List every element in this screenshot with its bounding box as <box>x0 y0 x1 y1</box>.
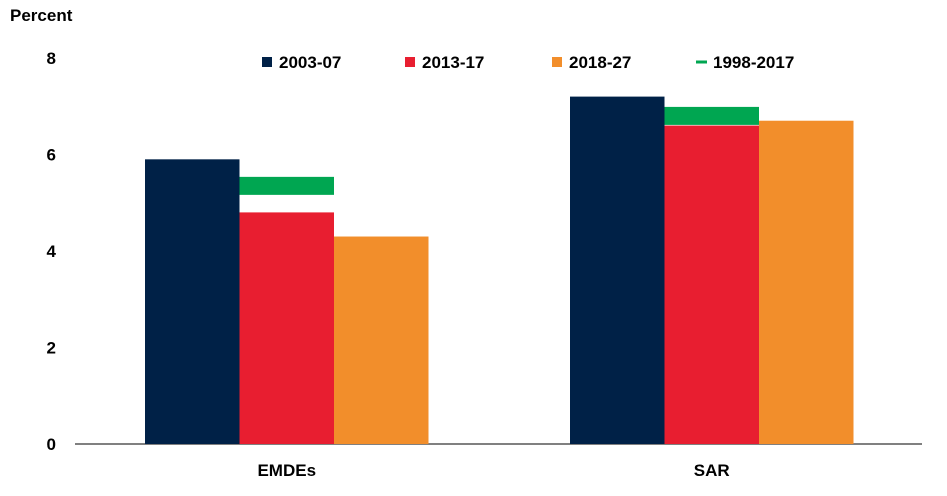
bar-2018-27 <box>759 120 854 444</box>
legend-swatch <box>405 57 415 67</box>
legend-label: 2018-27 <box>569 53 631 72</box>
x-category-label: EMDEs <box>257 461 316 480</box>
bar-2003-07 <box>570 96 665 444</box>
legend-label: 2013-17 <box>422 53 484 72</box>
legend-swatch <box>696 60 707 64</box>
bar-2013-17 <box>239 212 334 444</box>
bar-2003-07 <box>145 159 240 444</box>
x-category-label: SAR <box>694 461 730 480</box>
legend-swatch <box>262 57 272 67</box>
marker-1998-2017 <box>664 106 759 125</box>
legend-label: 1998-2017 <box>713 53 794 72</box>
marker-1998-2017 <box>239 176 334 195</box>
bar-2013-17 <box>664 125 759 445</box>
y-tick-label: 0 <box>47 435 56 454</box>
y-tick-label: 2 <box>47 339 56 358</box>
legend-label: 2003-07 <box>279 53 341 72</box>
y-tick-label: 4 <box>47 242 57 261</box>
y-axis-label: Percent <box>10 6 73 25</box>
bar-2018-27 <box>334 236 429 444</box>
legend-swatch <box>552 57 562 67</box>
y-tick-label: 6 <box>47 146 56 165</box>
y-tick-label: 8 <box>47 49 56 68</box>
